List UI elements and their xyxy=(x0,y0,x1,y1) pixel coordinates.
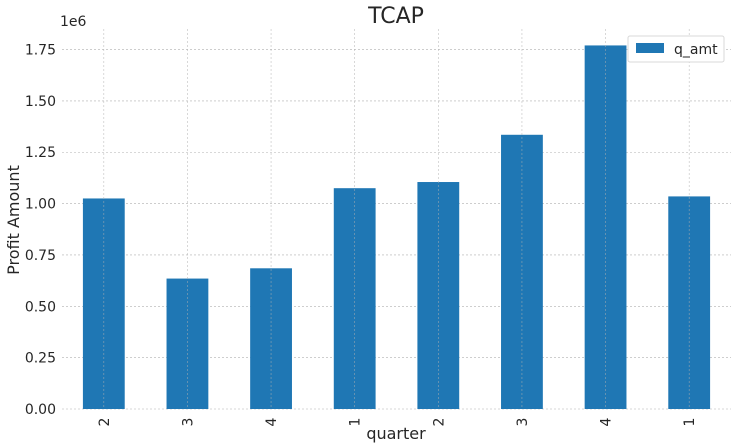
x-tick-label: 3 xyxy=(515,418,531,427)
y-tick-label: 1.75 xyxy=(25,43,56,59)
y-tick-label: 1.00 xyxy=(25,197,56,213)
y-tick-label: 0.75 xyxy=(25,248,56,264)
x-tick-label: 4 xyxy=(599,417,615,426)
x-tick-label: 2 xyxy=(97,418,113,427)
x-tick-label: 2 xyxy=(431,418,447,427)
x-tick-label: 1 xyxy=(348,418,364,427)
legend-label-q_amt: q_amt xyxy=(674,42,718,58)
y-tick-label: 0.25 xyxy=(25,351,56,367)
x-tick-label: 3 xyxy=(180,418,196,427)
chart-title: TCAP xyxy=(367,4,424,29)
legend-swatch-q_amt xyxy=(636,43,664,53)
x-axis-label: quarter xyxy=(366,424,426,443)
y-tick-label: 1.25 xyxy=(25,145,56,161)
y-tick-label: 0.00 xyxy=(25,402,56,418)
bar xyxy=(417,182,460,409)
bar xyxy=(501,134,543,409)
x-tick-label: 1 xyxy=(682,418,698,427)
y-tick-label: 0.50 xyxy=(25,299,56,315)
y-tick-label: 1.50 xyxy=(25,94,56,110)
legend: q_amt xyxy=(627,35,725,63)
x-tick-label: 4 xyxy=(264,417,280,426)
bar xyxy=(166,278,209,409)
y-offset-label: 1e6 xyxy=(60,14,87,30)
legend-frame xyxy=(627,35,725,63)
y-axis-label: Profit Amount xyxy=(4,165,23,275)
